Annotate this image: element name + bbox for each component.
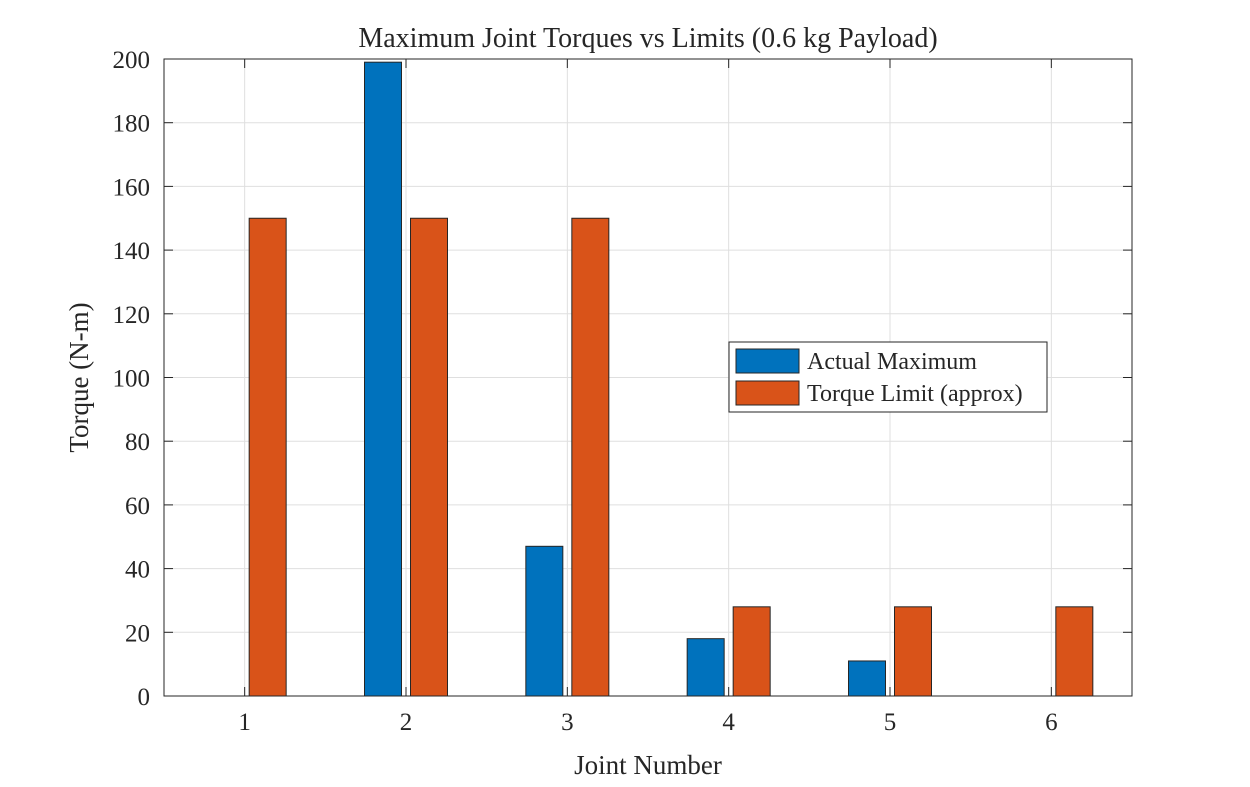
legend-label-torque-limit: Torque Limit (approx) (807, 381, 1023, 407)
y-tick-label: 180 (113, 111, 151, 138)
x-tick-label: 2 (400, 709, 413, 736)
bar-actual-maximum-joint-3 (525, 545, 564, 697)
bar-torque-limit-joint-4 (732, 606, 771, 697)
y-tick-label: 140 (113, 238, 151, 265)
bar-torque-limit-joint-5 (894, 606, 932, 697)
y-tick-label: 20 (125, 620, 150, 647)
x-tick-label: 6 (1045, 709, 1058, 736)
bar-actual-maximum-joint-5 (848, 660, 886, 697)
bar-torque-limit-joint-3 (571, 217, 610, 697)
bar-torque-limit-joint-6 (1055, 606, 1094, 697)
bar-actual-maximum-joint-4 (686, 638, 725, 697)
bar-actual-maximum-joint-2 (364, 61, 402, 697)
bars (248, 61, 1094, 697)
y-tick-label: 60 (125, 493, 150, 520)
y-tick-label: 160 (113, 174, 151, 201)
x-axis-label: Joint Number (574, 750, 722, 780)
y-tick-label: 80 (125, 429, 150, 456)
x-tick-label: 5 (884, 709, 897, 736)
legend-swatch-actual-maximum (735, 348, 800, 374)
y-tick-label: 120 (113, 302, 151, 329)
legend-label-actual-maximum: Actual Maximum (807, 349, 977, 375)
y-tick-label: 200 (113, 47, 151, 74)
ticks: 0 20 40 60 80 100 120 140 160 180 200 1 2 3 4 5 6 (113, 47, 1132, 736)
bar-torque-limit-joint-2 (410, 217, 448, 697)
chart-title: Maximum Joint Torques vs Limits (0.6 kg … (358, 23, 937, 54)
x-tick-label: 3 (561, 709, 574, 736)
x-tick-label: 4 (722, 709, 735, 736)
y-axis-label: Torque (N-m) (64, 302, 94, 452)
y-tick-label: 100 (113, 366, 151, 393)
y-tick-label: 0 (138, 684, 151, 711)
x-tick-label: 1 (238, 709, 251, 736)
bar-torque-limit-joint-1 (248, 217, 287, 697)
legend-swatch-torque-limit (735, 380, 800, 406)
legend: Actual Maximum Torque Limit (approx) (728, 341, 1048, 413)
y-tick-label: 40 (125, 557, 150, 584)
